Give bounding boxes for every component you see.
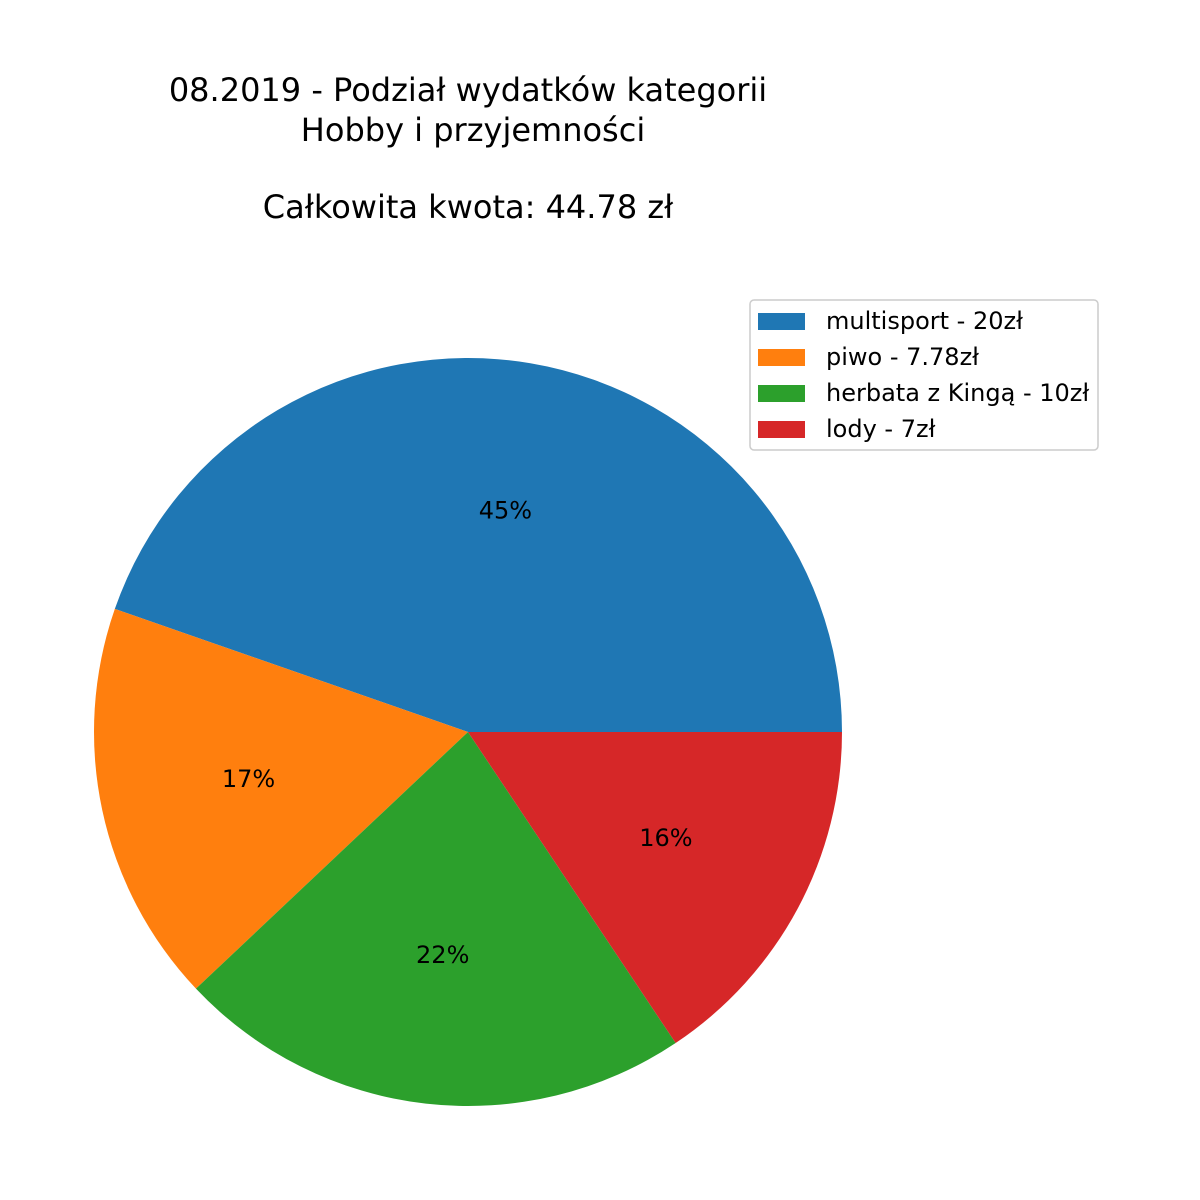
pie-slice <box>468 732 842 1044</box>
pie-slices <box>94 357 843 1106</box>
legend-frame <box>749 299 1099 451</box>
legend-swatch <box>758 385 805 402</box>
chart-title-line-2: Hobby i przyjemności <box>301 111 645 149</box>
legend-entry-label: lody - 7zł <box>826 415 936 443</box>
legend-swatch <box>758 349 805 366</box>
pie-slice <box>94 608 469 989</box>
legend-entry-label: piwo - 7.78zł <box>826 343 979 371</box>
legend: multisport - 20zł piwo - 7.78zł herbata z … <box>749 299 1099 451</box>
legend-swatch <box>758 313 805 330</box>
pie-percent-label: 22% <box>416 941 469 969</box>
legend-entry-label: multisport - 20zł <box>826 307 1023 335</box>
pie-percent-label: 45% <box>479 497 532 525</box>
legend-entry-label: herbata z Kingą - 10zł <box>826 379 1089 407</box>
pie-slice <box>195 732 676 1106</box>
pie-slice <box>114 357 843 732</box>
chart-subtitle-total: Całkowita kwota: 44.78 zł <box>263 188 674 226</box>
legend-swatch <box>758 421 805 438</box>
pie-percent-label: 16% <box>639 824 692 852</box>
chart-title-line-1: 08.2019 - Podział wydatków kategorii <box>169 71 767 109</box>
pie-percent-labels: 45% 17% 22% 16% <box>222 497 693 969</box>
pie-percent-label: 17% <box>222 765 275 793</box>
chart-title: 08.2019 - Podział wydatków kategorii Hob… <box>169 71 767 226</box>
